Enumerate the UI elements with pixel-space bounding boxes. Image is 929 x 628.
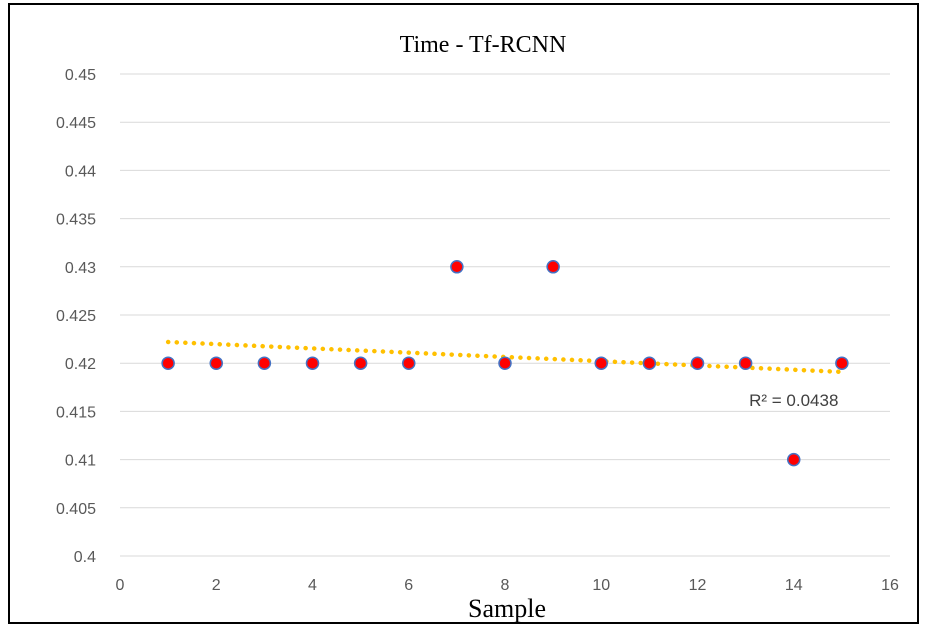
data-points <box>161 260 849 467</box>
y-tick-labels: 0.4 0.405 0.41 0.415 0.42 0.425 0.43 0.435 0.44 0… <box>56 67 96 566</box>
data-point <box>594 356 608 370</box>
y-tick-label: 0.445 <box>56 115 96 132</box>
x-tick-label: 14 <box>785 577 803 594</box>
x-tick-label: 6 <box>404 577 413 594</box>
data-point <box>690 356 705 370</box>
chart-title: Time - Tf-RCNN <box>400 32 567 58</box>
y-tick-label: 0.425 <box>56 308 96 325</box>
data-point <box>546 260 560 274</box>
y-tick-label: 0.42 <box>65 356 96 373</box>
data-point <box>257 356 272 370</box>
y-tick-label: 0.435 <box>56 212 96 229</box>
data-point <box>787 452 801 467</box>
data-point <box>450 260 464 274</box>
x-tick-label: 16 <box>881 577 899 594</box>
chart-frame <box>8 3 919 624</box>
y-tick-label: 0.41 <box>65 453 96 470</box>
data-point <box>738 356 753 370</box>
data-point <box>642 356 657 370</box>
r-squared-label: R² = 0.0438 <box>749 391 838 410</box>
y-tick-label: 0.415 <box>56 404 96 421</box>
y-tick-label: 0.4 <box>74 549 96 566</box>
data-point <box>353 356 368 370</box>
data-point <box>402 356 416 370</box>
x-tick-label: 12 <box>689 577 707 594</box>
data-point <box>209 356 223 370</box>
data-point <box>835 356 849 370</box>
x-tick-labels: 0 2 4 6 8 10 12 14 16 <box>116 577 899 594</box>
y-tick-label: 0.43 <box>65 260 96 277</box>
x-tick-label: 2 <box>212 577 221 594</box>
y-tick-label: 0.44 <box>65 163 96 180</box>
annotations: R² = 0.0438 <box>749 391 838 410</box>
x-tick-label: 8 <box>501 577 510 594</box>
y-tick-label: 0.405 <box>56 501 96 518</box>
x-tick-label: 0 <box>116 577 125 594</box>
gridlines <box>120 73 890 557</box>
data-point <box>305 356 320 370</box>
data-point <box>161 356 175 370</box>
x-tick-label: 10 <box>592 577 610 594</box>
data-point <box>498 356 512 370</box>
x-tick-label: 4 <box>308 577 317 594</box>
x-axis-label: Sample <box>468 594 546 623</box>
y-tick-label: 0.45 <box>65 67 96 84</box>
